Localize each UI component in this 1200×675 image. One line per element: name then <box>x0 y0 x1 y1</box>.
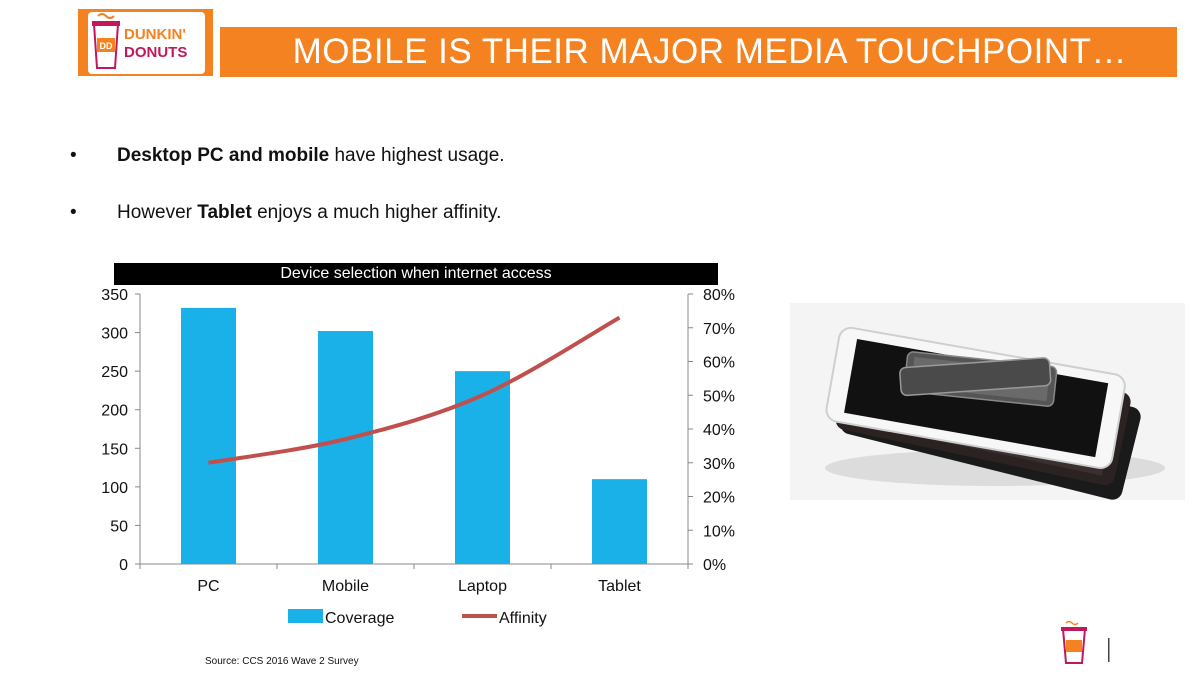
x-category-label: PC <box>197 578 219 595</box>
legend-swatch-coverage <box>288 609 323 623</box>
bar-coverage <box>455 371 510 564</box>
y-right-tick-label: 20% <box>703 490 735 507</box>
series-line-affinity <box>208 315 621 465</box>
y-left-tick-label: 250 <box>101 364 128 381</box>
chart-title: Device selection when internet access <box>114 263 718 285</box>
page-title: MOBILE IS THEIR MAJOR MEDIA TOUCHPOINT… <box>220 27 1177 77</box>
bullet-rest: have highest usage. <box>329 145 505 166</box>
y-left-tick-label: 0 <box>119 557 128 574</box>
bullet-prefix: However <box>117 202 198 223</box>
y-left-tick-label: 200 <box>101 403 128 420</box>
bar-coverage <box>592 479 647 564</box>
bar-coverage <box>318 331 373 564</box>
y-right-tick-label: 50% <box>703 388 735 405</box>
y-right-tick-label: 80% <box>703 287 735 304</box>
bullet-bold: Tablet <box>197 202 252 223</box>
y-right-tick-label: 30% <box>703 456 735 473</box>
device-chart: 0 50 100 150 200 250 300 350 0% 10% 20% 30% 40% 50% 60… <box>101 287 735 627</box>
corner-cup-icon <box>1061 620 1110 664</box>
legend-label-affinity: Affinity <box>499 610 547 627</box>
y-left-tick-label: 300 <box>101 326 128 343</box>
x-category-label: Laptop <box>458 578 507 595</box>
bullet-text: However Tablet enjoys a much higher affi… <box>117 202 501 224</box>
y-left-tick-label: 50 <box>110 518 128 535</box>
y-right-tick-label: 0% <box>703 557 726 574</box>
bar-coverage <box>181 307 236 564</box>
y-right-tick-label: 60% <box>703 355 735 372</box>
logo-text-line1: DUNKIN' <box>124 26 186 43</box>
bullet-bold: Desktop PC and mobile <box>117 145 330 166</box>
y-right-tick-label: 70% <box>703 321 735 338</box>
x-category-label: Tablet <box>598 578 641 595</box>
dunkin-logo: DD DUNKIN' DONUTS <box>88 12 205 74</box>
coffee-cup-icon: DD <box>92 13 120 69</box>
brand-logo-block: DD DUNKIN' DONUTS <box>78 9 213 76</box>
y-left-tick-label: 350 <box>101 287 128 304</box>
svg-text:DD: DD <box>100 41 113 51</box>
bullet-marker: • <box>70 202 77 223</box>
y-right-tick-label: 40% <box>703 422 735 439</box>
chart-source: Source: CCS 2016 Wave 2 Survey <box>205 656 359 667</box>
tablet-devices-photo <box>790 303 1185 500</box>
y-left-tick-label: 100 <box>101 480 128 497</box>
y-left-tick-label: 150 <box>101 441 128 458</box>
x-category-label: Mobile <box>322 578 369 595</box>
bullet-text: Desktop PC and mobile have highest usage… <box>117 145 505 167</box>
legend-label-coverage: Coverage <box>325 610 394 627</box>
logo-text-line2: DONUTS <box>124 44 187 61</box>
y-right-tick-label: 10% <box>703 523 735 540</box>
bullet-marker: • <box>70 145 77 166</box>
bullet-rest: enjoys a much higher affinity. <box>251 202 502 223</box>
